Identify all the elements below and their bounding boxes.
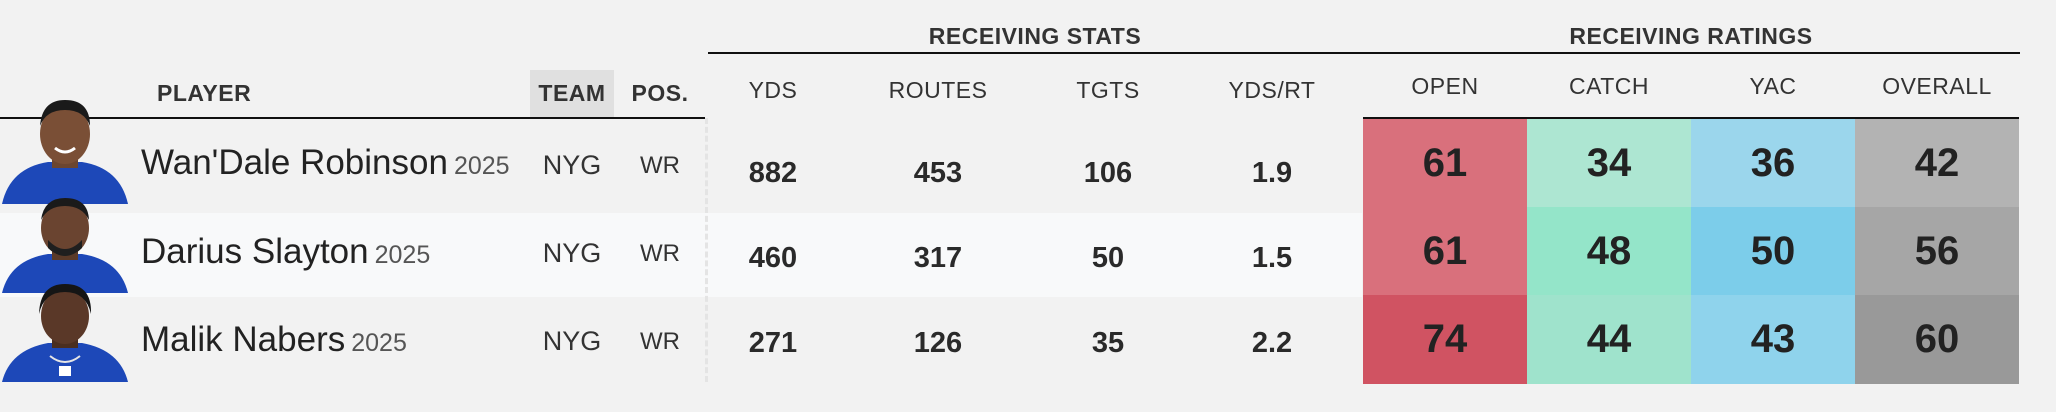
yac-rating-cell: 43 <box>1691 295 1855 384</box>
pos-cell: WR <box>640 328 680 355</box>
header-routes[interactable]: ROUTES <box>888 77 988 103</box>
player-name-text[interactable]: Darius Slayton <box>141 232 369 271</box>
yac-rating-cell: 50 <box>1691 207 1855 295</box>
column-separator <box>705 118 708 382</box>
header-player[interactable]: PLAYER <box>157 80 252 106</box>
player-name[interactable]: Darius Slayton 2025 <box>141 232 430 272</box>
header-yac[interactable]: YAC <box>1749 73 1797 99</box>
pos-cell: WR <box>640 240 680 267</box>
header-open[interactable]: OPEN <box>1411 73 1479 99</box>
yac-rating-cell: 36 <box>1691 119 1855 207</box>
catch-rating-cell: 44 <box>1527 295 1691 384</box>
player-year: 2025 <box>351 329 407 357</box>
avatar <box>0 96 130 204</box>
catch-rating-cell: 34 <box>1527 119 1691 207</box>
player-name-text[interactable]: Malik Nabers <box>141 320 346 359</box>
header-catch[interactable]: CATCH <box>1568 73 1649 99</box>
avatar <box>0 192 130 293</box>
yds-cell: 882 <box>748 157 798 189</box>
receiving-ratings-underline <box>1362 52 2020 54</box>
header-pos[interactable]: POS. <box>631 80 689 106</box>
routes-cell: 453 <box>913 157 963 189</box>
header-tgts[interactable]: TGTS <box>1076 77 1140 103</box>
team-header-highlight <box>530 70 614 118</box>
table-row-2-bg <box>0 213 1362 297</box>
player-name-text[interactable]: Wan'Dale Robinson <box>141 143 448 182</box>
tgts-cell: 50 <box>1091 242 1125 274</box>
pos-cell: WR <box>640 152 680 179</box>
header-overall[interactable]: OVERALL <box>1882 73 1992 99</box>
overall-rating-cell: 42 <box>1855 119 2019 207</box>
header-team[interactable]: TEAM <box>538 80 606 106</box>
header-yds-rt[interactable]: YDS/RT <box>1228 77 1316 103</box>
ratings-header-underline <box>1363 117 2019 119</box>
routes-cell: 317 <box>913 242 963 274</box>
player-year: 2025 <box>374 241 431 269</box>
table-row-3-bg <box>0 297 1362 385</box>
yds-rt-cell: 1.9 <box>1251 157 1293 189</box>
overall-rating-cell: 60 <box>1855 295 2019 384</box>
header-yds[interactable]: YDS <box>748 77 798 103</box>
player-name[interactable]: Malik Nabers 2025 <box>141 320 407 360</box>
yds-cell: 271 <box>748 327 798 359</box>
routes-cell: 126 <box>913 327 963 359</box>
receiving-stats-underline <box>708 52 1362 54</box>
tgts-cell: 106 <box>1083 157 1133 189</box>
player-name[interactable]: Wan'Dale Robinson 2025 <box>141 143 510 183</box>
player-year: 2025 <box>453 152 510 180</box>
yds-cell: 460 <box>748 242 798 274</box>
team-cell: NYG <box>542 238 602 268</box>
player-header-underline <box>0 117 705 119</box>
open-rating-cell: 74 <box>1363 295 1527 384</box>
receiving-stats-title: RECEIVING STATS <box>928 23 1142 49</box>
open-rating-cell: 61 <box>1363 207 1527 295</box>
team-cell: NYG <box>542 326 602 356</box>
team-cell: NYG <box>542 150 602 180</box>
open-rating-cell: 61 <box>1363 119 1527 207</box>
tgts-cell: 35 <box>1091 327 1125 359</box>
yds-rt-cell: 2.2 <box>1251 327 1293 359</box>
overall-rating-cell: 56 <box>1855 207 2019 295</box>
yds-rt-cell: 1.5 <box>1251 242 1293 274</box>
table-row-1-bg <box>0 119 1362 213</box>
catch-rating-cell: 48 <box>1527 207 1691 295</box>
avatar <box>0 280 130 382</box>
receiving-ratings-title: RECEIVING RATINGS <box>1569 23 1813 49</box>
